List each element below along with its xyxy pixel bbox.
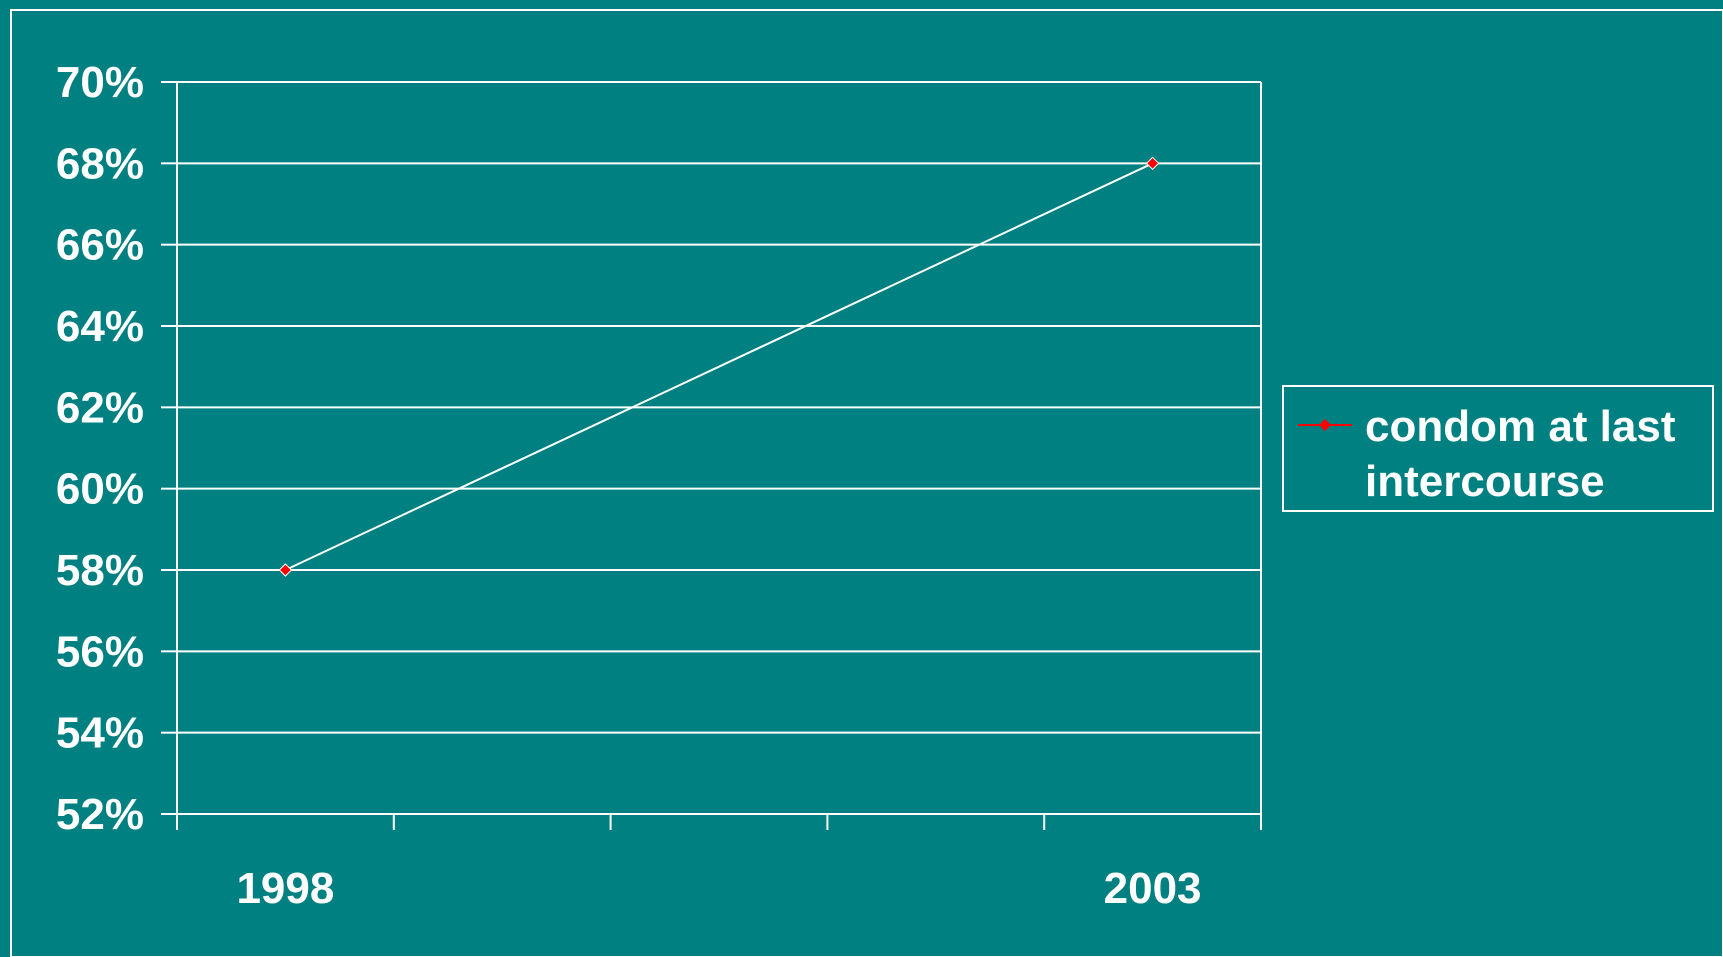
legend-label-line-2: intercourse <box>1365 457 1605 506</box>
slide-border <box>10 9 1723 957</box>
y-tick-label-62: 62% <box>56 383 144 432</box>
data-point-1998 <box>278 563 293 577</box>
legend-box <box>1282 385 1714 512</box>
y-tick-label-66: 66% <box>56 221 144 270</box>
y-tick-label-70: 70% <box>56 58 144 107</box>
x-axis-tick-labels: 1998 2003 <box>236 864 1201 913</box>
x-tick-label-1998: 1998 <box>236 864 334 913</box>
y-tick-label-64: 64% <box>56 302 144 351</box>
y-tick-label-52: 52% <box>56 790 144 839</box>
legend-marker-icon <box>1319 419 1331 431</box>
gridlines <box>177 81 1261 815</box>
series-condom-at-last-intercourse <box>278 156 1160 577</box>
y-tick-label-60: 60% <box>56 465 144 514</box>
y-tick-label-56: 56% <box>56 627 144 676</box>
y-tick-label-68: 68% <box>56 139 144 188</box>
x-tick-label-2003: 2003 <box>1104 864 1202 913</box>
axes <box>161 81 1262 830</box>
data-point-2003 <box>1145 156 1160 171</box>
legend-label-line-1: condom at last <box>1365 402 1676 451</box>
y-tick-label-54: 54% <box>56 709 144 758</box>
y-axis-tick-labels: 70% 68% 66% 64% 62% 60% 58% 56% 54% 52% <box>56 58 144 839</box>
legend: condom at last intercourse <box>1282 385 1714 512</box>
y-tick-label-58: 58% <box>56 546 144 595</box>
series-line <box>284 162 1154 571</box>
